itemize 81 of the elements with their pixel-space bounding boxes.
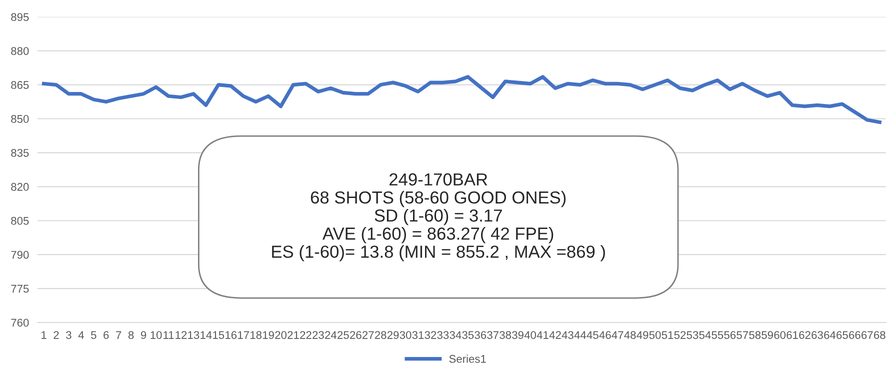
legend-label: Series1 [449, 354, 486, 363]
x-tick-label: 59 [762, 331, 773, 339]
x-tick-label: 50 [649, 331, 661, 339]
x-tick-label: 38 [500, 331, 512, 339]
x-tick-label: 53 [686, 331, 698, 339]
x-tick-label: 16 [226, 331, 237, 339]
x-tick-label: 66 [849, 331, 860, 339]
y-tick-label: 895 [11, 13, 29, 22]
y-tick-label: 820 [11, 182, 29, 191]
x-tick-label: 54 [699, 331, 711, 339]
y-tick-label: 880 [11, 47, 29, 55]
x-tick-label: 14 [200, 331, 212, 339]
x-tick-label: 64 [824, 331, 836, 339]
x-tick-label: 27 [362, 331, 374, 339]
x-tick-label: 41 [536, 331, 548, 339]
x-tick-label: 43 [562, 331, 574, 339]
x-tick-label: 46 [599, 331, 611, 339]
x-tick-label: 7 [116, 331, 122, 339]
y-tick-label: 775 [11, 284, 29, 293]
x-tick-label: 47 [612, 331, 624, 339]
x-tick-label: 49 [636, 331, 648, 339]
x-tick-label: 34 [450, 331, 462, 339]
x-tick-label: 32 [424, 331, 436, 339]
x-tick-label: 3 [66, 331, 72, 339]
x-tick-label: 44 [574, 331, 586, 339]
x-tick-label: 6 [104, 331, 109, 339]
x-tick-label: 11 [164, 331, 174, 339]
x-tick-label: 67 [862, 331, 873, 339]
y-tick-label: 790 [11, 250, 29, 259]
x-tick-label: 15 [213, 331, 224, 339]
x-tick-label: 48 [624, 331, 636, 339]
x-tick-label: 52 [674, 331, 686, 339]
y-tick-label: 805 [11, 216, 29, 225]
x-tick-label: 18 [250, 331, 262, 339]
x-tick-label: 60 [774, 331, 786, 339]
x-tick-label: 17 [238, 331, 249, 339]
y-tick-label: 865 [11, 81, 29, 89]
x-tick-label: 55 [712, 331, 724, 339]
x-tick-label: 58 [749, 331, 761, 339]
x-tick-label: 35 [462, 331, 474, 339]
x-tick-label: 13 [188, 331, 200, 339]
x-tick-label: 12 [176, 331, 187, 339]
y-tick-label: 835 [11, 148, 29, 157]
line-series [42, 75, 882, 124]
x-tick-label: 25 [338, 331, 349, 339]
y-tick-label: 850 [11, 115, 29, 123]
x-tick-label: 57 [736, 331, 748, 339]
x-tick-label: 61 [786, 331, 798, 339]
x-tick-label: 30 [400, 331, 412, 339]
x-tick-label: 62 [799, 331, 810, 339]
x-tick-label: 9 [140, 331, 146, 339]
x-tick-label: 40 [524, 331, 536, 339]
x-tick-label: 51 [662, 331, 674, 339]
x-tick-label: 8 [128, 331, 134, 339]
x-tick-label: 33 [437, 331, 449, 339]
x-tick-label: 20 [275, 331, 287, 339]
x-tick-label: 19 [262, 331, 274, 339]
x-tick-label: 45 [586, 331, 598, 339]
x-tick-label: 22 [300, 331, 312, 339]
x-tick-label: 23 [312, 331, 324, 339]
x-tick-label: 29 [387, 331, 399, 339]
x-tick-label: 39 [512, 331, 524, 339]
x-tick-label: 5 [91, 331, 96, 339]
x-tick-label: 68 [874, 331, 886, 339]
x-tick-label: 1 [42, 331, 46, 339]
x-tick-label: 2 [54, 331, 59, 339]
x-tick-label: 63 [812, 331, 823, 339]
x-tick-label: 24 [325, 331, 337, 339]
x-tick-label: 65 [836, 331, 848, 339]
x-tick-label: 37 [487, 331, 498, 339]
x-tick-label: 21 [288, 331, 299, 339]
x-tick-label: 31 [412, 331, 424, 339]
x-tick-label: 56 [724, 331, 736, 339]
x-tick-label: 4 [78, 331, 84, 339]
annotation: 249-170BAR 68 SHOTS (58-60 GOOD ONES) SD (1-60) = 3.17 AVE (1-60) = 863.27( 42 FPE) ES (1-60)= 13.8 (MIN = 855.2 , MAX =869 ) [272, 173, 605, 262]
x-tick-label: 36 [474, 331, 486, 339]
x-tick-label: 26 [350, 331, 362, 339]
y-tick-label: 760 [11, 318, 29, 327]
x-tick-label: 28 [374, 331, 386, 339]
x-tick-label: 10 [150, 331, 162, 339]
x-tick-label: 42 [549, 331, 561, 339]
